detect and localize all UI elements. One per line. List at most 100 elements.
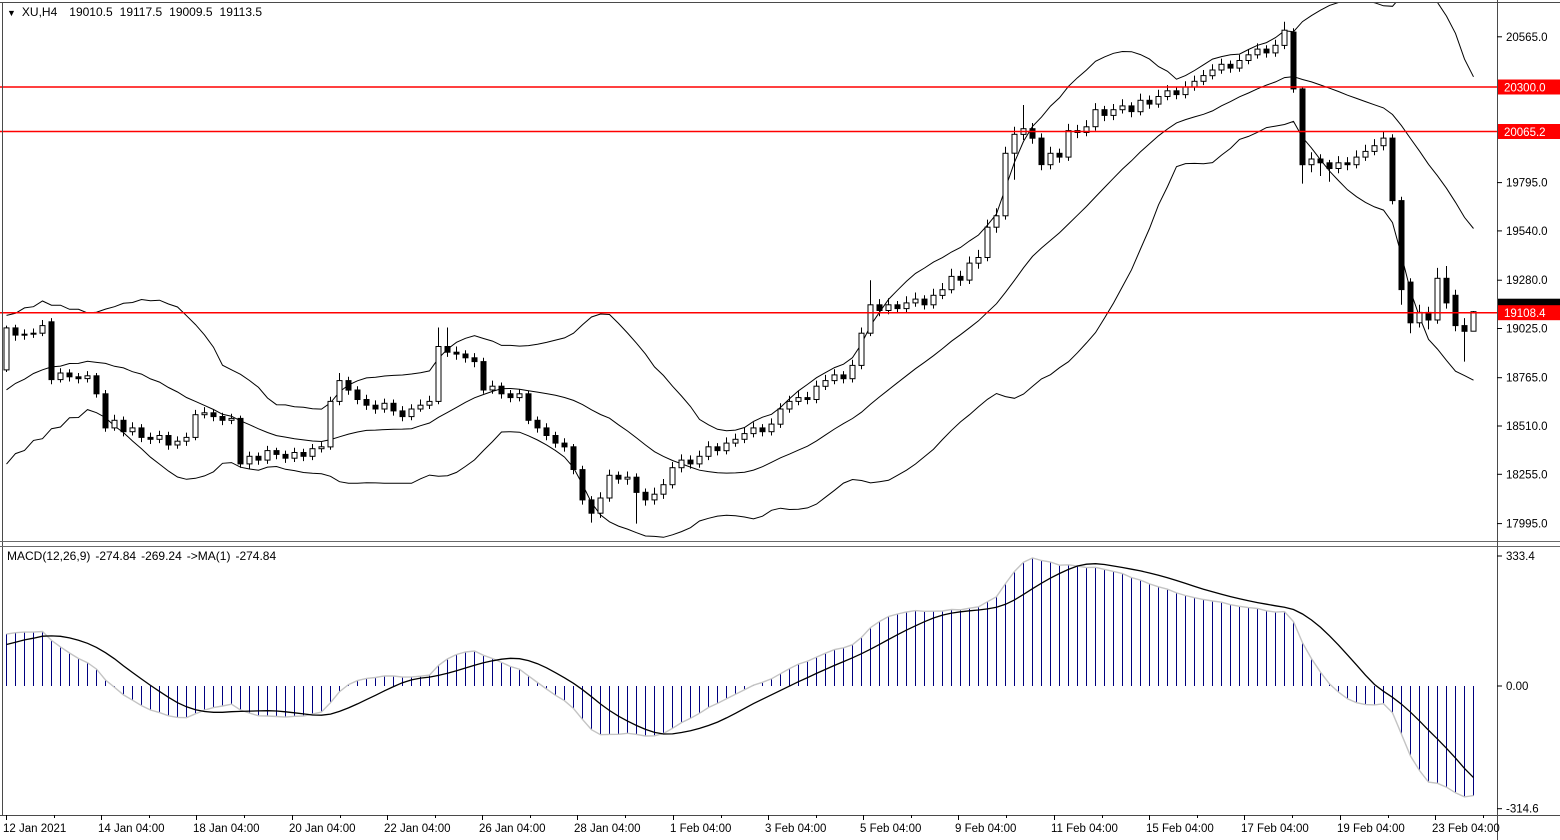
symbol-dropdown-icon[interactable]: ▼ xyxy=(7,8,16,18)
candle-body xyxy=(651,493,658,501)
candle-body xyxy=(1029,128,1036,139)
price-axis[interactable]: 20565.0 19795.0 19540.0 19280.0 19025.0 18765… xyxy=(1497,0,1560,840)
candle-body xyxy=(1191,80,1198,88)
time-axis-label: 9 Feb 04:00 xyxy=(955,823,1016,835)
candle-body xyxy=(615,474,622,480)
time-axis-label: 23 Feb 04:00 xyxy=(1432,823,1500,835)
candle-body xyxy=(1209,69,1216,77)
candle-body xyxy=(813,385,820,401)
candle-body xyxy=(390,402,397,412)
candle-body xyxy=(1056,152,1063,158)
macd-plot-area[interactable] xyxy=(3,547,1496,814)
candle-body xyxy=(1461,325,1468,332)
ohlc-open: 19010.5 xyxy=(69,5,113,19)
time-axis-label: 15 Feb 04:00 xyxy=(1146,823,1214,835)
candle-body xyxy=(759,427,766,433)
time-axis-label: 5 Feb 04:00 xyxy=(860,823,921,835)
price-axis-label: 19025.0 xyxy=(1506,324,1548,336)
candle-body xyxy=(642,491,649,501)
candle-body xyxy=(129,427,136,433)
candle-body xyxy=(786,400,793,410)
candle-body xyxy=(84,375,91,380)
candle-body xyxy=(3,327,10,371)
candle-body xyxy=(768,423,775,433)
candle-body xyxy=(246,455,253,465)
time-axis-label: 28 Jan 04:00 xyxy=(574,823,641,835)
candle-body xyxy=(921,298,928,306)
candle-body xyxy=(1290,31,1297,90)
price-level-badge xyxy=(1498,79,1560,95)
candle-body xyxy=(453,351,460,355)
candle-body xyxy=(327,400,334,448)
candle-body xyxy=(930,294,937,306)
price-axis-label: 17995.0 xyxy=(1506,519,1548,531)
time-axis-label: 20 Jan 04:00 xyxy=(289,823,356,835)
candle-body xyxy=(597,497,604,514)
bollinger-lower-band xyxy=(6,120,1474,538)
candle-body xyxy=(1443,277,1450,304)
time-axis[interactable]: 12 Jan 2021 14 Jan 04:00 18 Jan 04:00 20 Ja… xyxy=(0,815,1560,835)
candle-body xyxy=(1164,90,1171,98)
candle-body xyxy=(291,452,298,459)
candle-body xyxy=(372,404,379,410)
macd-ma-value: -274.84 xyxy=(235,549,277,563)
candle-body xyxy=(498,385,505,395)
candle-body xyxy=(489,385,496,391)
time-axis-label: 1 Feb 04:00 xyxy=(670,823,731,835)
candle-body xyxy=(264,450,271,461)
candle-body xyxy=(867,304,874,334)
candle-body xyxy=(876,304,883,311)
candle-body xyxy=(156,435,163,440)
time-axis-label: 11 Feb 04:00 xyxy=(1051,823,1118,835)
ohlc-close: 19113.5 xyxy=(219,5,263,19)
time-axis-label: 26 Jan 04:00 xyxy=(479,823,546,835)
candle-body xyxy=(1236,60,1243,69)
candle-body xyxy=(858,332,865,366)
candle-body xyxy=(48,321,55,381)
candle-body xyxy=(1371,145,1378,152)
candle-body xyxy=(102,393,109,429)
candle-body xyxy=(1182,86,1189,96)
candle-body xyxy=(300,452,307,457)
candle-body xyxy=(219,416,226,421)
macd-axis[interactable]: 333.4 0.00 -314.6 xyxy=(1497,551,1539,816)
candlestick-series xyxy=(3,21,1477,524)
candle-body xyxy=(948,275,955,291)
price-level-badge-label: 19108.4 xyxy=(1504,308,1546,320)
symbol-timeframe-label: XU,H4 xyxy=(21,5,58,19)
candle-body xyxy=(912,298,919,304)
candle-body xyxy=(381,402,388,410)
candle-body xyxy=(957,275,964,281)
candle-body xyxy=(561,442,568,448)
candle-body xyxy=(1344,162,1351,166)
candle-body xyxy=(165,435,172,446)
candle-body xyxy=(552,435,559,444)
candle-body xyxy=(669,467,676,486)
candle-body xyxy=(1272,44,1279,54)
candle-body xyxy=(1173,90,1180,96)
candle-body xyxy=(417,404,424,410)
candle-body xyxy=(30,332,37,335)
candle-body xyxy=(345,380,352,391)
candle-body xyxy=(1146,99,1153,105)
candle-body xyxy=(12,327,19,336)
macd-ma-name: ->MA(1) xyxy=(186,549,231,563)
candle-body xyxy=(318,446,325,450)
candle-body xyxy=(336,380,343,402)
candle-body xyxy=(147,436,154,440)
bollinger-bands xyxy=(6,3,1474,538)
candle-body xyxy=(21,333,28,336)
candle-body xyxy=(1380,137,1387,147)
candle-body xyxy=(1065,130,1072,158)
candle-body xyxy=(1335,162,1342,170)
candle-body xyxy=(633,476,640,493)
price-plot-area[interactable] xyxy=(3,3,1496,540)
candle-body xyxy=(1434,277,1441,321)
ohlc-high: 19117.5 xyxy=(119,5,163,19)
candle-body xyxy=(705,446,712,457)
candle-body xyxy=(849,364,856,380)
candle-body xyxy=(1407,281,1414,324)
candle-body xyxy=(1353,156,1360,166)
candle-body xyxy=(732,438,739,444)
